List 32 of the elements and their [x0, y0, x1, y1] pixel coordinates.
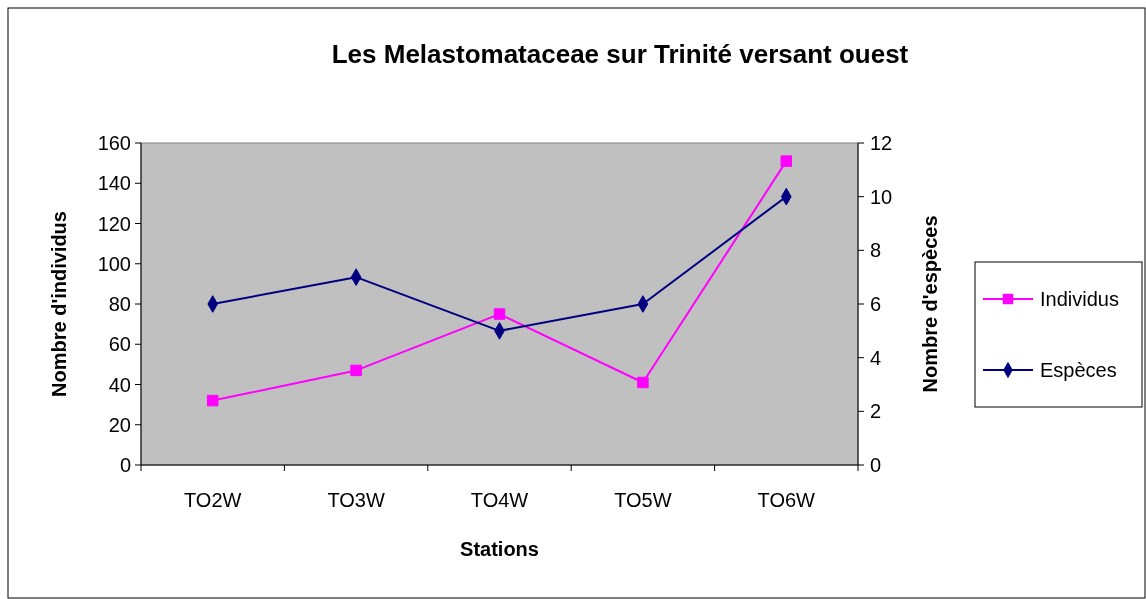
x-tick-label: TO5W: [614, 489, 672, 511]
point: [350, 364, 362, 377]
y2-tick-label: 6: [870, 293, 882, 315]
x-tick-label: TO4W: [470, 489, 529, 511]
y-tick-label: 140: [97, 172, 131, 195]
chart-title: Les Melastomataceae sur Trinité versant ouest: [331, 39, 909, 69]
y2-tick-label: 10: [870, 185, 893, 208]
y-tick-label: 160: [97, 132, 131, 154]
y-tick-label: 20: [108, 413, 131, 436]
point: [637, 376, 649, 389]
legend-label: Individus: [1040, 288, 1119, 310]
y-tick-label: 80: [108, 293, 131, 315]
point: [206, 394, 219, 407]
y-tick-label: 100: [97, 252, 131, 275]
x-tick-label: TO2W: [183, 489, 242, 511]
legend-label: Espèces: [1040, 359, 1117, 381]
y-tick-label: 0: [119, 454, 131, 476]
y-tick-label: 40: [108, 373, 131, 396]
y2-axis-title: Nombre d'espèces: [919, 215, 941, 393]
point: [780, 155, 793, 167]
x-tick-label: TO3W: [327, 489, 385, 511]
y2-tick-label: 2: [870, 400, 882, 423]
y2-tick-label: 12: [870, 132, 893, 154]
y-axis-title: Nombre d'individus: [48, 211, 70, 397]
y-tick-label: 60: [108, 333, 131, 356]
y2-tick-label: 0: [870, 454, 882, 476]
y2-tick-label: 4: [870, 346, 882, 369]
x-axis-title: Stations: [460, 538, 539, 560]
y2-tick-label: 8: [870, 239, 882, 262]
y-tick-label: 120: [97, 212, 131, 235]
point: [493, 308, 506, 320]
x-tick-label: TO6W: [757, 489, 816, 511]
